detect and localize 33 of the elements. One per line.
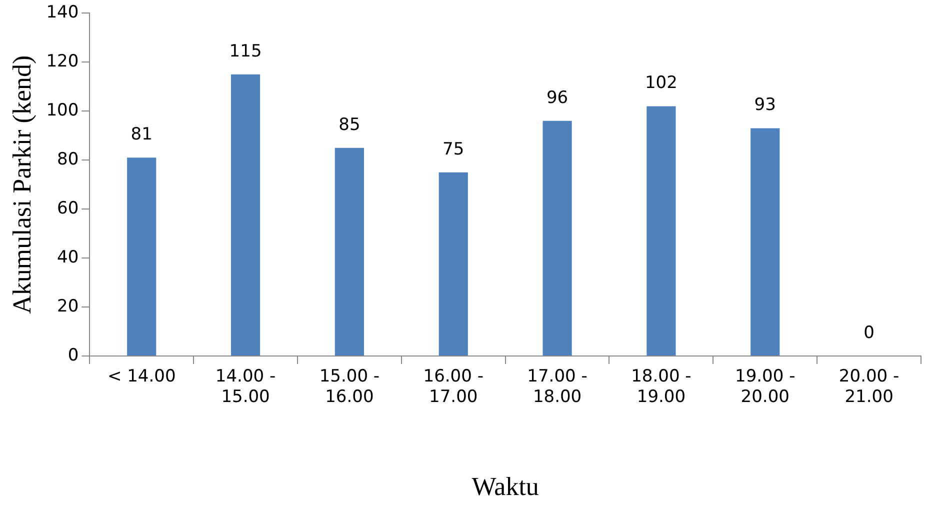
y-tick-label: 20 xyxy=(57,296,79,316)
data-label: 102 xyxy=(644,73,678,94)
x-tick-label: 18.00 - 19.00 xyxy=(631,366,692,408)
data-label: 93 xyxy=(754,95,776,116)
y-tick-label: 40 xyxy=(57,247,79,268)
bar xyxy=(230,74,260,356)
bar xyxy=(646,106,676,356)
data-label: 0 xyxy=(864,322,874,343)
y-axis-title: Akumulasi Parkir (kend) xyxy=(7,55,36,314)
y-tick-label: 60 xyxy=(57,198,79,219)
data-label: 96 xyxy=(546,88,568,108)
bar xyxy=(750,128,780,356)
y-tick-label: 80 xyxy=(57,150,79,170)
bar xyxy=(334,148,364,356)
data-label: 115 xyxy=(229,41,262,62)
x-tick-label: 16.00 - 17.00 xyxy=(423,366,484,408)
data-label: 85 xyxy=(338,114,360,135)
y-tick-label: 0 xyxy=(68,345,79,366)
bar xyxy=(438,172,468,356)
data-label: 75 xyxy=(442,139,464,160)
x-tick-label: 15.00 - 16.00 xyxy=(319,366,380,408)
y-tick-label: 140 xyxy=(46,2,79,23)
x-tick-label: 20.00 - 21.00 xyxy=(838,366,900,408)
bar xyxy=(127,158,156,356)
x-axis-title: Waktu xyxy=(472,472,539,502)
x-tick-label: 14.00 - 15.00 xyxy=(215,366,276,408)
data-label: 81 xyxy=(130,124,152,145)
y-tick-label: 100 xyxy=(46,100,79,121)
x-tick-label: 19.00 - 20.00 xyxy=(735,366,796,408)
bar xyxy=(542,120,572,356)
y-tick-label: 120 xyxy=(46,52,79,72)
x-tick-label: 17.00 - 18.00 xyxy=(527,366,588,408)
x-tick-label: < 14.00 xyxy=(107,366,176,387)
